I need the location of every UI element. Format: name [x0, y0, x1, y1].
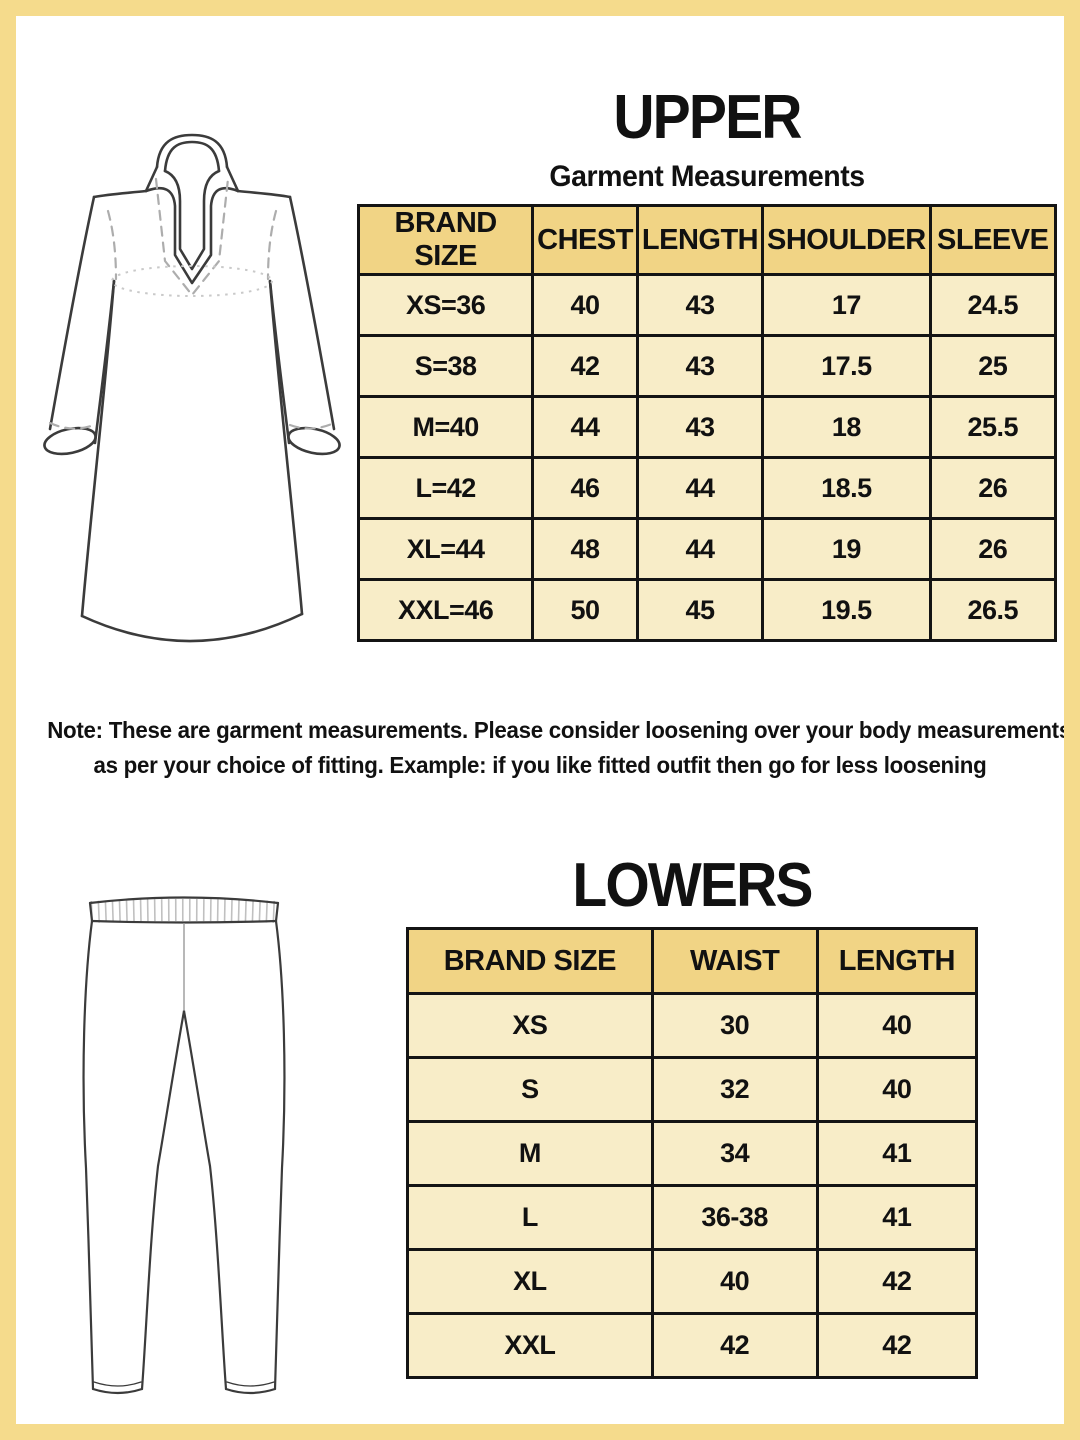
table-row: S=38 42 43 17.5 25 — [356, 334, 1058, 398]
table-cell: 34 — [650, 1120, 819, 1187]
column-header-waist: WAIST — [650, 927, 819, 995]
table-row: S 32 40 — [406, 1056, 979, 1123]
table-cell: 40 — [815, 992, 979, 1059]
pants-ankle-hem-left — [91, 1387, 144, 1395]
pants-leg-inner-left — [140, 1009, 186, 1391]
table-row: L 36-38 41 — [406, 1184, 979, 1251]
table-cell: 25 — [928, 334, 1058, 398]
table-row: XXL 42 42 — [406, 1312, 979, 1379]
table-row: XS 30 40 — [406, 992, 979, 1059]
kurta-illustration-icon — [43, 133, 341, 643]
pants-waistband — [88, 896, 280, 905]
pants-leg-inner-right — [182, 1009, 228, 1391]
table-cell: 46 — [531, 456, 639, 520]
pants-leg-outer-right — [273, 919, 286, 1391]
size-cell: M=40 — [356, 395, 535, 459]
column-header-length: LENGTH — [815, 927, 979, 995]
size-cell: L=42 — [356, 456, 535, 520]
table-cell: 42 — [815, 1312, 979, 1379]
table-cell: 41 — [815, 1184, 979, 1251]
size-cell: XS — [406, 992, 654, 1059]
table-row: XL 40 42 — [406, 1248, 979, 1315]
size-cell: XL=44 — [356, 517, 535, 581]
lowers-section-title: LOWERS — [572, 851, 813, 920]
table-row: L=42 46 44 18.5 26 — [356, 456, 1058, 520]
size-cell: XXL — [406, 1312, 654, 1379]
table-cell: 32 — [650, 1056, 819, 1123]
pants-illustration-icon — [82, 896, 286, 1395]
table-row: XXL=46 50 45 19.5 26.5 — [356, 578, 1058, 642]
column-header-brand-size: BRAND SIZE — [406, 927, 654, 995]
column-header-sleeve: SLEEVE — [928, 204, 1058, 276]
kurta-yoke-seam — [154, 177, 230, 297]
table-cell: 19 — [761, 517, 932, 581]
pants-leg-outer-left — [82, 919, 95, 1391]
kurta-hem — [80, 612, 304, 643]
table-cell: 44 — [635, 517, 765, 581]
table-cell: 41 — [815, 1120, 979, 1187]
kurta-placket — [144, 186, 240, 285]
pants-waistband-ribs — [90, 899, 278, 923]
measurement-note: Note: These are garment measurements. Pl… — [32, 713, 1071, 783]
table-row: M=40 44 43 18 25.5 — [356, 395, 1058, 459]
table-cell: 18 — [761, 395, 932, 459]
kurta-sleeve — [48, 195, 96, 431]
column-header-shoulder: SHOULDER — [761, 204, 932, 276]
table-cell: 40 — [815, 1056, 979, 1123]
table-cell: 17 — [761, 273, 932, 337]
table-row: XL=44 48 44 19 26 — [356, 517, 1058, 581]
table-cell: 43 — [635, 273, 765, 337]
size-cell: M — [406, 1120, 654, 1187]
table-cell: 48 — [531, 517, 639, 581]
size-cell: XXL=46 — [356, 578, 535, 642]
table-cell: 24.5 — [928, 273, 1058, 337]
table-cell: 43 — [635, 334, 765, 398]
table-cell: 40 — [531, 273, 639, 337]
table-cell: 19.5 — [761, 578, 932, 642]
table-cell: 45 — [635, 578, 765, 642]
table-row: XS=36 40 43 17 24.5 — [356, 273, 1058, 337]
table-cell: 17.5 — [761, 334, 932, 398]
size-cell: XL — [406, 1248, 654, 1315]
table-cell: 42 — [650, 1312, 819, 1379]
table-cell: 40 — [650, 1248, 819, 1315]
table-row: M 34 41 — [406, 1120, 979, 1187]
upper-section-title: UPPER — [613, 83, 802, 152]
pants-ankle-hem-right — [224, 1387, 277, 1395]
table-cell: 42 — [815, 1248, 979, 1315]
table-cell: 42 — [531, 334, 639, 398]
size-cell: S — [406, 1056, 654, 1123]
table-cell: 44 — [531, 395, 639, 459]
kurta-chest-guide — [111, 265, 273, 297]
table-cell: 26 — [928, 517, 1058, 581]
size-cell: L — [406, 1184, 654, 1251]
kurta-shoulder — [92, 189, 148, 199]
upper-measurements-table: BRAND SIZE CHEST LENGTH SHOULDER SLEEVE … — [356, 204, 1058, 642]
note-line-2: as per your choice of fitting. Example: … — [93, 752, 987, 778]
kurta-body — [80, 279, 116, 618]
upper-section-subtitle: Garment Measurements — [549, 160, 865, 193]
table-cell: 26.5 — [928, 578, 1058, 642]
lowers-measurements-table: BRAND SIZE WAIST LENGTH XS 30 40 S 32 40… — [406, 927, 979, 1379]
column-header-chest: CHEST — [531, 204, 639, 276]
size-cell: S=38 — [356, 334, 535, 398]
column-header-brand-size: BRAND SIZE — [356, 204, 535, 276]
kurta-collar — [155, 133, 229, 169]
table-cell: 36-38 — [650, 1184, 819, 1251]
upper-header-row: BRAND SIZE CHEST LENGTH SHOULDER SLEEVE — [356, 204, 1058, 276]
column-header-length: LENGTH — [635, 204, 765, 276]
note-line-1: Note: These are garment measurements. Pl… — [47, 717, 1071, 743]
table-cell: 18.5 — [761, 456, 932, 520]
lowers-header-row: BRAND SIZE WAIST LENGTH — [406, 927, 979, 995]
size-cell: XS=36 — [356, 273, 535, 337]
table-cell: 25.5 — [928, 395, 1058, 459]
table-cell: 43 — [635, 395, 765, 459]
table-cell: 30 — [650, 992, 819, 1059]
table-cell: 26 — [928, 456, 1058, 520]
table-cell: 50 — [531, 578, 639, 642]
table-cell: 44 — [635, 456, 765, 520]
